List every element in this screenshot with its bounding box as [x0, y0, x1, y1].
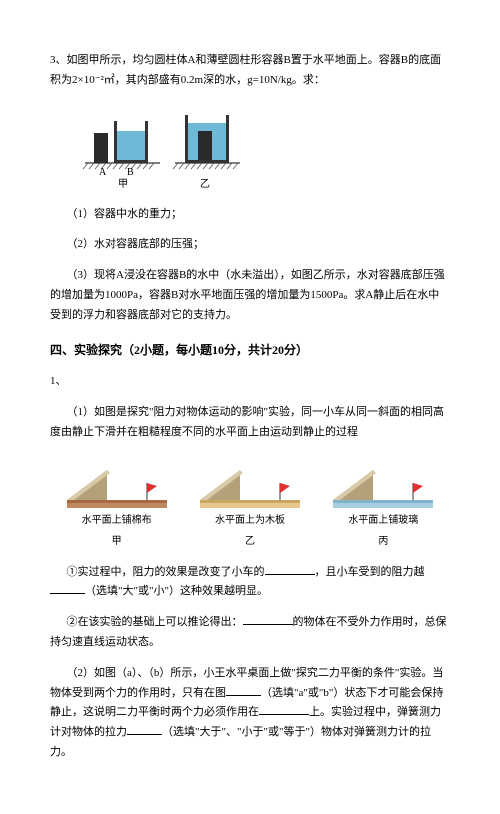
section-4-title: 四、实验探究（2小题，每小题10分，共计20分） [50, 340, 450, 362]
q4-1-sub1-b: ，且小车受到的阻力越 [315, 566, 425, 578]
blank-3[interactable] [243, 613, 293, 625]
question-4-1: 1、 （1）如图是探究"阻力对物体运动的影响"实验，同一小车从同一斜面的相同高度… [50, 372, 450, 763]
q3-sub2: （2）水对容器底部的压强； [50, 235, 450, 255]
q4-1-p2: （2）如图（a）、（b）所示，小王水平桌面上做"探究二力平衡的条件"实验。当物体… [50, 664, 450, 763]
q3-figure: A B 甲 乙 [80, 103, 450, 193]
blank-5[interactable] [259, 703, 309, 715]
question-3: 3、如图甲所示，均匀圆柱体A和薄壁圆柱形容器B置于水平地面上。容器B的底面积为2… [50, 51, 450, 326]
ramp-figure-row: 水平面上铺棉布 甲 水平面上为木板 乙 [50, 455, 450, 551]
q3-main-text: 3、如图甲所示，均匀圆柱体A和薄壁圆柱形容器B置于水平地面上。容器B的底面积为2… [50, 51, 450, 91]
blank-4[interactable] [226, 684, 261, 696]
q4-1-sub1-a: ①实过程中，阻力的效果是改变了小车的 [67, 566, 265, 578]
ramp-1-caption: 甲 [112, 533, 122, 551]
q3-sub1: （1）容器中水的重力； [50, 205, 450, 225]
ramp-1: 水平面上铺棉布 甲 [62, 455, 172, 551]
ramp-2: 水平面上为木板 乙 [195, 455, 305, 551]
ramp-3-caption: 丙 [378, 533, 388, 551]
q3-diagram-svg: A B 甲 乙 [80, 103, 250, 193]
q4-1-sub1: ①实过程中，阻力的效果是改变了小车的 ，且小车受到的阻力越 （选填"大"或"小"）这… [50, 563, 450, 603]
ramp-3-surface: 水平面上铺玻璃 [348, 512, 418, 530]
ramp-1-surface: 水平面上铺棉布 [82, 512, 152, 530]
label-B: B [127, 167, 134, 178]
blank-2[interactable] [50, 582, 85, 594]
q4-1-label: 1、 [50, 372, 450, 392]
q3-sub3: （3）现将A浸没在容器B的水中（水未溢出），如图乙所示，水对容器底部压强的增加量… [50, 266, 450, 325]
ramp-2-caption: 乙 [245, 533, 255, 551]
label-jia: 甲 [118, 179, 128, 190]
ramp-1-svg [62, 455, 172, 510]
ramp-2-svg [195, 455, 305, 510]
blank-1[interactable] [265, 563, 315, 575]
q4-1-sub2: ②在该实验的基础上可以推论得出：的物体在不受外力作用时，总保持匀速直线运动状态。 [50, 613, 450, 653]
ramp-2-surface: 水平面上为木板 [215, 512, 285, 530]
label-yi: 乙 [200, 178, 210, 190]
blank-6[interactable] [127, 723, 162, 735]
q4-1-p1: （1）如图是探究"阻力对物体运动的影响"实验，同一小车从同一斜面的相同高度由静止… [50, 403, 450, 443]
label-A: A [99, 167, 107, 178]
q4-1-sub2-a: ②在该实验的基础上可以推论得出： [67, 616, 243, 628]
q4-1-sub1-c: （选填"大"或"小"）这种效果越明显。 [85, 585, 268, 597]
ramp-3-svg [328, 455, 438, 510]
ramp-3: 水平面上铺玻璃 丙 [328, 455, 438, 551]
